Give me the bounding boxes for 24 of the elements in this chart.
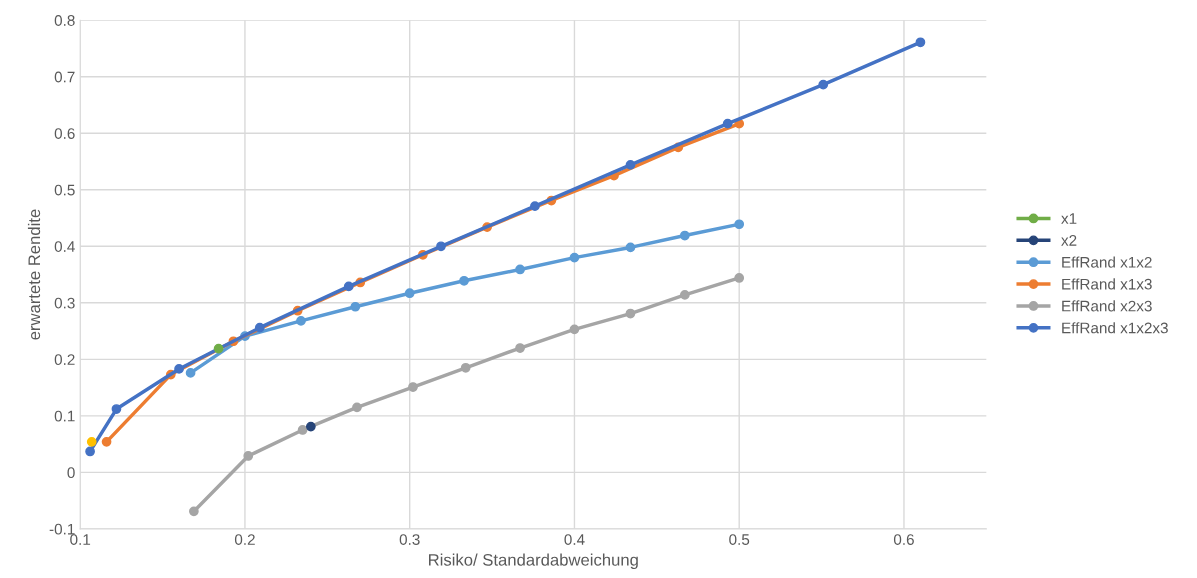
x-tick-label: 0.2 xyxy=(234,534,255,545)
y-tick-label: 0.4 xyxy=(54,241,75,252)
y-tick-label: 0.2 xyxy=(54,354,75,366)
y-tick-label: 0.6 xyxy=(54,128,75,139)
y-axis-title: erwartete Rendite xyxy=(27,209,41,340)
y-tick-label: -0.1 xyxy=(49,523,75,535)
y-tick-label: 0.3 xyxy=(54,297,75,309)
x-tick-label: 0.1 xyxy=(70,534,91,545)
x-tick-label: 0.6 xyxy=(893,534,914,545)
y-tick-label: 0.1 xyxy=(54,410,75,422)
legend-label: x1 xyxy=(1061,213,1077,224)
y-tick-label: 0.8 xyxy=(54,15,75,26)
legend-label: EffRand x2x3 xyxy=(1062,300,1152,312)
legend-label: EffRand x1x3 xyxy=(1062,278,1152,290)
legend-label: x2 xyxy=(1061,235,1077,246)
x-tick-label: 0.4 xyxy=(564,534,585,545)
x-tick-label: 0.3 xyxy=(399,534,420,545)
x-tick-label: 0.5 xyxy=(729,534,750,545)
y-tick-label: 0 xyxy=(67,467,75,479)
legend-label: EffRand x1x2x3 xyxy=(1062,322,1168,334)
y-tick-label: 0.7 xyxy=(54,71,75,83)
x-axis-title: Risiko/ Standardabweichung xyxy=(429,553,638,570)
legend-label: EffRand x1x2 xyxy=(1062,256,1152,268)
y-tick-label: 0.5 xyxy=(54,184,75,196)
